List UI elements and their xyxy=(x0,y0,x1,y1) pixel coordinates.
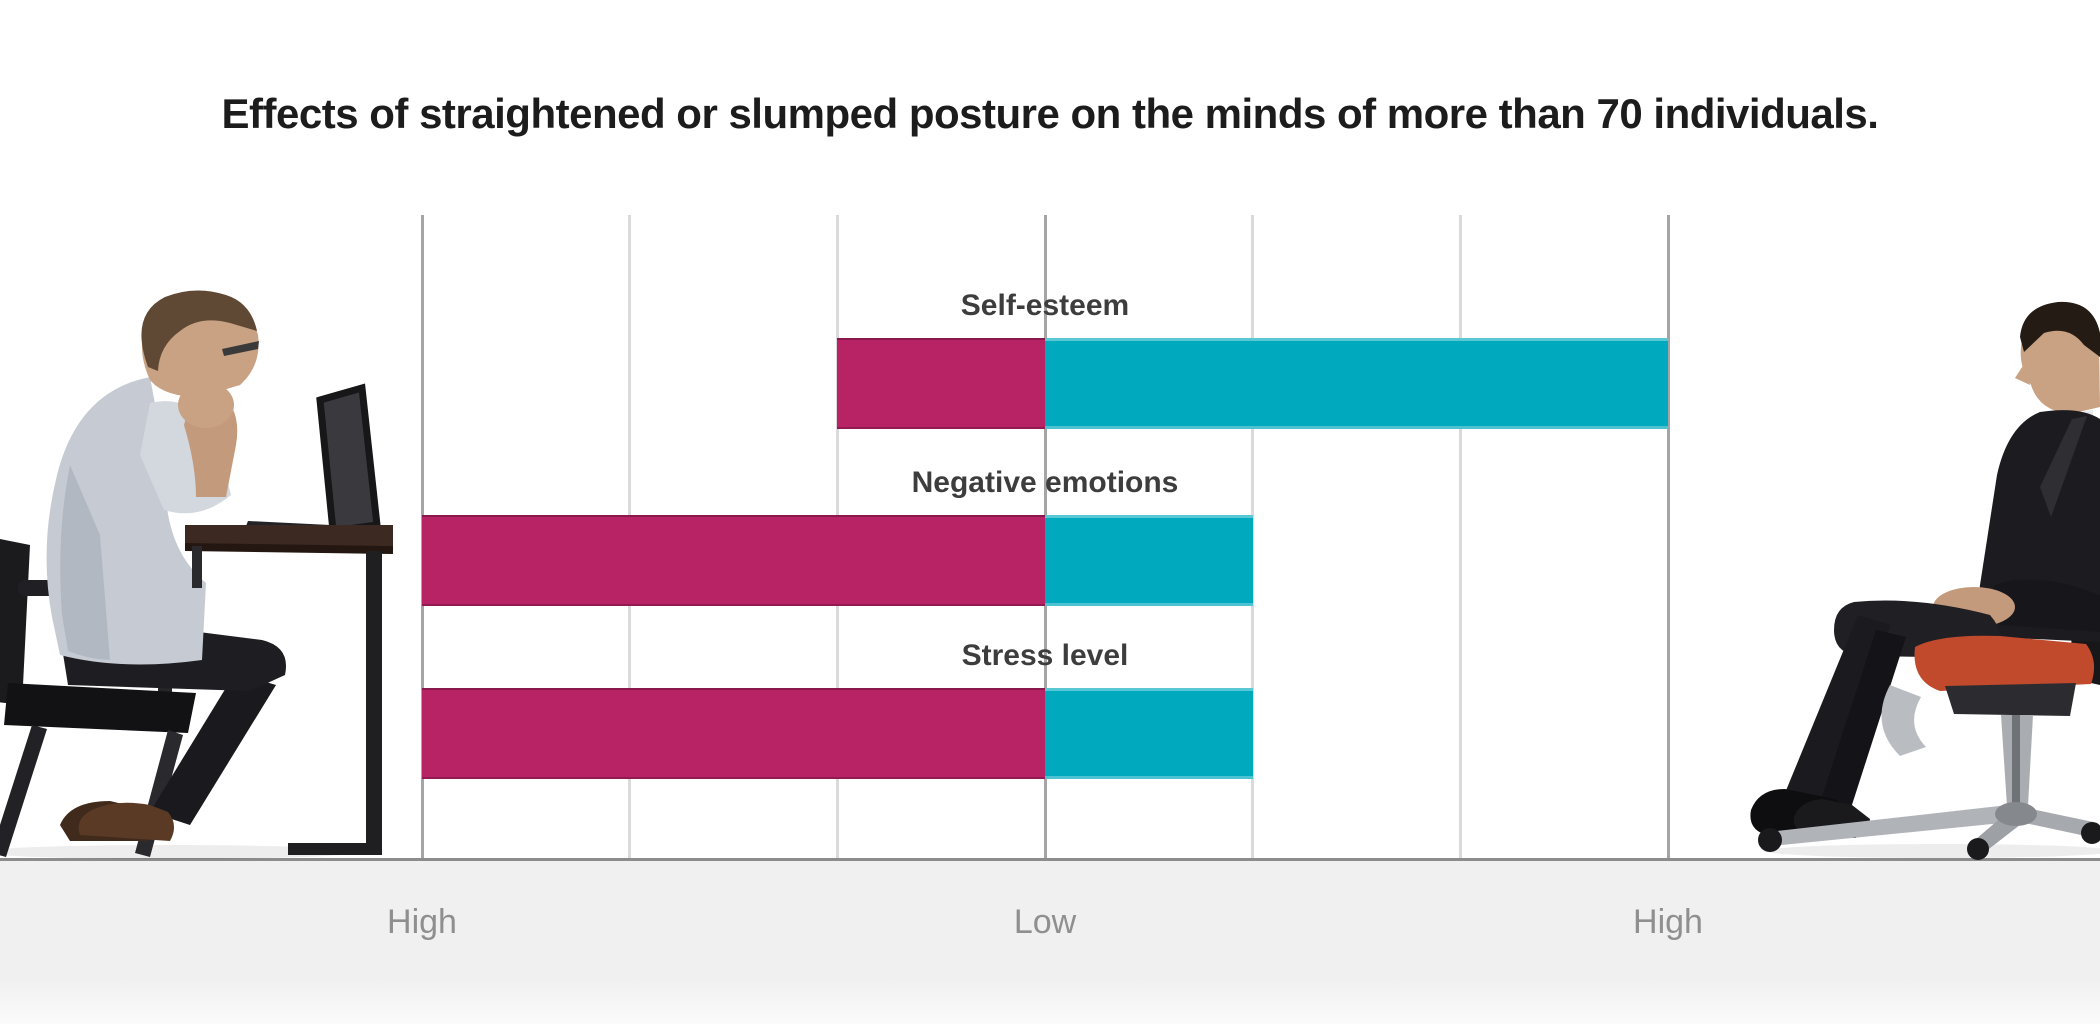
axis-tick-label-high-2: High xyxy=(1633,903,1703,941)
laptop-icon xyxy=(316,383,381,535)
bar-straightened-negative-emotions xyxy=(1045,515,1253,606)
chart-title: Effects of straightened or slumped postu… xyxy=(221,90,1879,137)
bar-straightened-stress-level xyxy=(1045,688,1253,779)
posture-chart-plot-area: Self-esteem Negative emotions Stress level xyxy=(420,215,1670,858)
axis-tick-label-low-1: Low xyxy=(1013,903,1077,941)
gridline-minor xyxy=(1251,215,1255,858)
slumped-man-photo xyxy=(0,290,393,859)
glasses-icon xyxy=(222,341,259,356)
office-chair-base xyxy=(1758,635,2100,860)
upright-man-photo xyxy=(1750,301,2100,860)
slumped-man-figure xyxy=(46,290,287,841)
floor-shadow xyxy=(1765,844,2100,858)
gridline-minor xyxy=(1458,215,1462,858)
axis-tick-label-high-0: High xyxy=(387,903,457,941)
desk-and-laptop xyxy=(185,383,393,855)
floor-shadow xyxy=(0,845,360,859)
category-label-negative-emotions: Negative emotions xyxy=(911,466,1179,499)
category-label-stress-level: Stress level xyxy=(961,639,1129,672)
bar-slumped-negative-emotions xyxy=(422,515,1045,606)
gridline-major xyxy=(1666,215,1670,858)
bar-slumped-stress-level xyxy=(422,688,1045,779)
axis-footer-band: High Low High xyxy=(0,858,2100,1024)
bar-slumped-self-esteem xyxy=(837,338,1045,429)
category-label-self-esteem: Self-esteem xyxy=(960,289,1130,322)
bar-straightened-self-esteem xyxy=(1045,338,1668,429)
upright-man-figure xyxy=(1750,301,2100,838)
